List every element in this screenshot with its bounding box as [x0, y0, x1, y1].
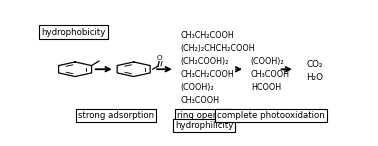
Text: (COOH)₂: (COOH)₂ — [181, 83, 214, 92]
Text: CH₃COOH: CH₃COOH — [181, 96, 220, 105]
Text: (COOH)₂: (COOH)₂ — [251, 57, 285, 66]
Text: hydrophobicity: hydrophobicity — [42, 28, 106, 37]
Text: H₂O: H₂O — [307, 73, 324, 82]
Text: HCOOH: HCOOH — [251, 83, 281, 92]
Text: (CH₂)₂CHCH₂COOH: (CH₂)₂CHCH₂COOH — [181, 44, 255, 53]
Text: (CH₂COOH)₂: (CH₂COOH)₂ — [181, 57, 229, 66]
Text: strong adsorption: strong adsorption — [78, 111, 154, 120]
Text: CH₃COOH: CH₃COOH — [251, 70, 290, 79]
Text: CH₃CH₂COOH: CH₃CH₂COOH — [181, 31, 234, 40]
Text: CO₂: CO₂ — [307, 60, 323, 69]
Text: O: O — [157, 55, 163, 61]
Text: ring opening: ring opening — [177, 111, 231, 120]
Text: CH₃CH₂COOH: CH₃CH₂COOH — [181, 70, 234, 79]
Text: HCOOH: HCOOH — [181, 109, 211, 118]
Text: hydrophilicity: hydrophilicity — [175, 121, 233, 130]
Text: complete photooxidation: complete photooxidation — [217, 111, 325, 120]
